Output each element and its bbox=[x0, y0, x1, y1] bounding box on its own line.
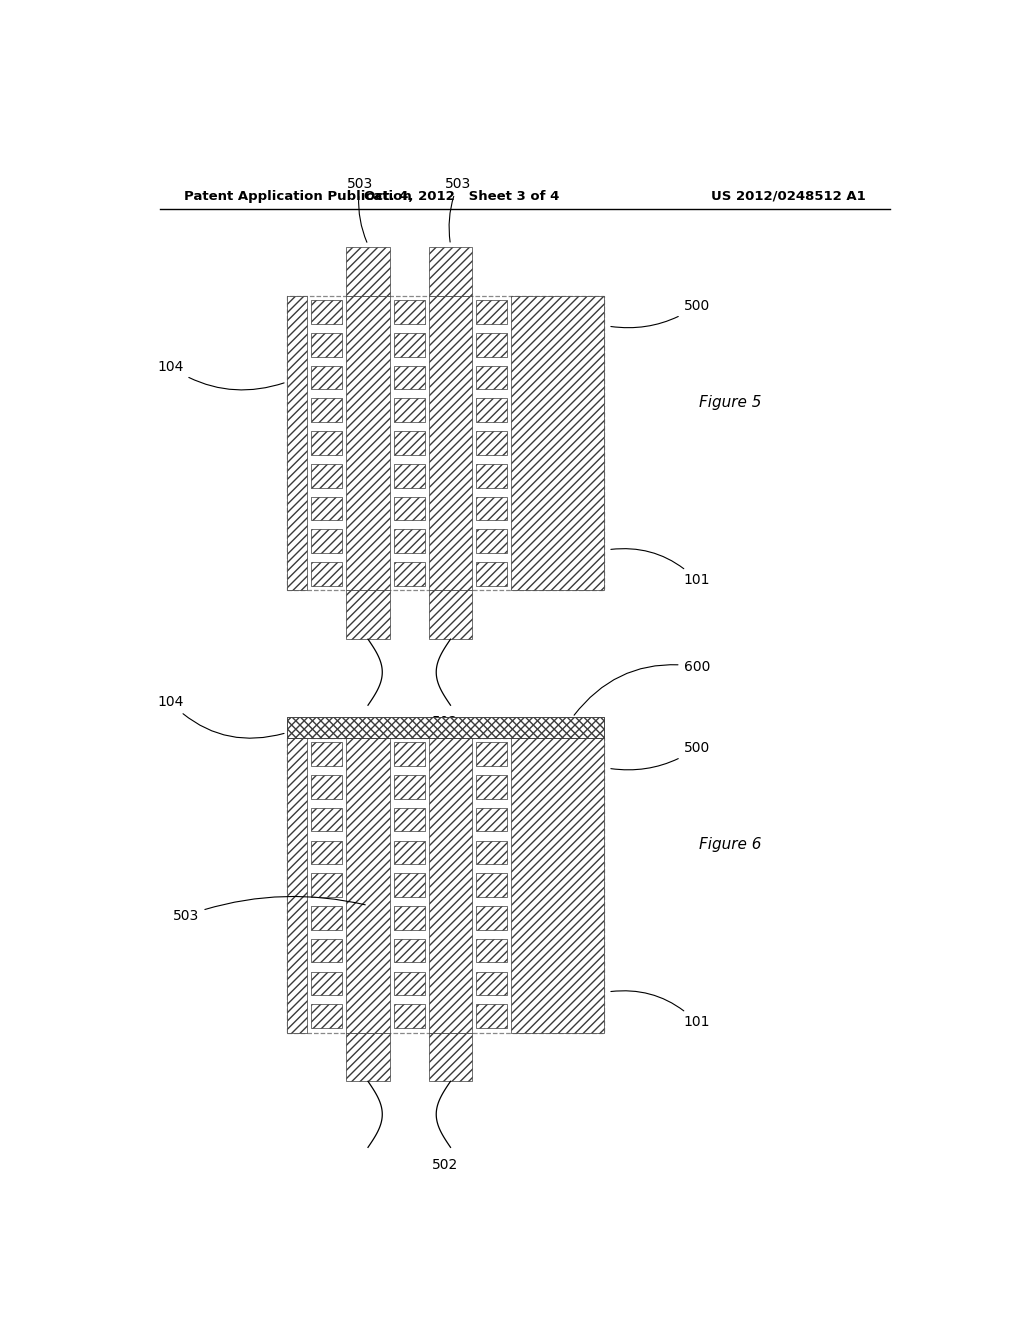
Text: 503: 503 bbox=[347, 177, 373, 243]
Bar bbox=[476, 972, 507, 995]
Text: 500: 500 bbox=[611, 741, 710, 770]
Bar bbox=[346, 247, 390, 296]
Bar bbox=[311, 529, 342, 553]
Bar bbox=[394, 906, 425, 929]
Bar bbox=[311, 496, 342, 520]
Bar bbox=[394, 1005, 425, 1028]
Bar bbox=[476, 1005, 507, 1028]
Bar bbox=[429, 296, 472, 590]
Text: Figure 6: Figure 6 bbox=[699, 837, 762, 851]
Bar bbox=[311, 399, 342, 422]
Text: 502: 502 bbox=[432, 715, 459, 730]
Bar bbox=[311, 742, 342, 766]
Bar bbox=[311, 874, 342, 896]
Bar bbox=[311, 939, 342, 962]
Bar bbox=[311, 775, 342, 799]
Bar bbox=[287, 296, 604, 590]
Bar bbox=[394, 496, 425, 520]
Text: 502: 502 bbox=[432, 1158, 459, 1172]
Text: 101: 101 bbox=[611, 549, 710, 587]
Text: 104: 104 bbox=[157, 696, 284, 738]
Bar bbox=[287, 296, 307, 590]
Bar bbox=[287, 738, 307, 1032]
Bar bbox=[476, 841, 507, 865]
Bar bbox=[311, 300, 342, 323]
Bar bbox=[346, 296, 390, 590]
Bar bbox=[429, 738, 472, 1032]
Bar bbox=[476, 300, 507, 323]
Bar bbox=[476, 496, 507, 520]
Text: 503: 503 bbox=[445, 177, 472, 242]
Bar bbox=[429, 590, 472, 639]
Text: Oct. 4, 2012   Sheet 3 of 4: Oct. 4, 2012 Sheet 3 of 4 bbox=[364, 190, 559, 202]
Bar bbox=[429, 1032, 472, 1081]
Bar bbox=[476, 333, 507, 356]
Bar bbox=[394, 366, 425, 389]
Bar bbox=[476, 808, 507, 832]
Bar bbox=[394, 775, 425, 799]
Bar bbox=[311, 463, 342, 487]
Bar bbox=[394, 841, 425, 865]
Bar bbox=[394, 939, 425, 962]
Bar bbox=[476, 432, 507, 455]
Bar bbox=[287, 718, 604, 738]
Bar bbox=[394, 463, 425, 487]
Bar bbox=[476, 939, 507, 962]
Bar bbox=[476, 399, 507, 422]
Bar bbox=[476, 366, 507, 389]
Bar bbox=[394, 874, 425, 896]
Bar bbox=[311, 841, 342, 865]
Bar bbox=[394, 808, 425, 832]
Text: 104: 104 bbox=[157, 360, 284, 389]
Bar bbox=[311, 972, 342, 995]
Bar bbox=[394, 562, 425, 586]
Bar bbox=[311, 808, 342, 832]
Bar bbox=[311, 1005, 342, 1028]
Bar bbox=[476, 775, 507, 799]
Bar bbox=[311, 906, 342, 929]
Text: 101: 101 bbox=[611, 991, 710, 1030]
Bar bbox=[346, 738, 390, 1032]
Bar bbox=[476, 562, 507, 586]
Bar bbox=[311, 366, 342, 389]
Bar bbox=[394, 399, 425, 422]
Bar bbox=[476, 906, 507, 929]
Bar bbox=[394, 529, 425, 553]
Bar bbox=[476, 742, 507, 766]
Bar bbox=[287, 738, 604, 1032]
Bar bbox=[287, 718, 604, 738]
Text: US 2012/0248512 A1: US 2012/0248512 A1 bbox=[712, 190, 866, 202]
Bar bbox=[476, 529, 507, 553]
Bar bbox=[394, 972, 425, 995]
Text: Figure 5: Figure 5 bbox=[699, 395, 762, 409]
Bar bbox=[311, 432, 342, 455]
Bar bbox=[476, 463, 507, 487]
Text: 500: 500 bbox=[611, 298, 710, 327]
Text: 600: 600 bbox=[574, 660, 710, 715]
Text: Patent Application Publication: Patent Application Publication bbox=[183, 190, 412, 202]
Bar bbox=[394, 432, 425, 455]
Bar bbox=[311, 562, 342, 586]
Bar bbox=[346, 590, 390, 639]
Text: 503: 503 bbox=[173, 896, 366, 923]
Bar bbox=[511, 738, 604, 1032]
Bar bbox=[429, 247, 472, 296]
Bar bbox=[476, 874, 507, 896]
Bar bbox=[394, 742, 425, 766]
Bar bbox=[511, 296, 604, 590]
Bar bbox=[346, 1032, 390, 1081]
Bar bbox=[394, 333, 425, 356]
Bar bbox=[311, 333, 342, 356]
Bar bbox=[394, 300, 425, 323]
